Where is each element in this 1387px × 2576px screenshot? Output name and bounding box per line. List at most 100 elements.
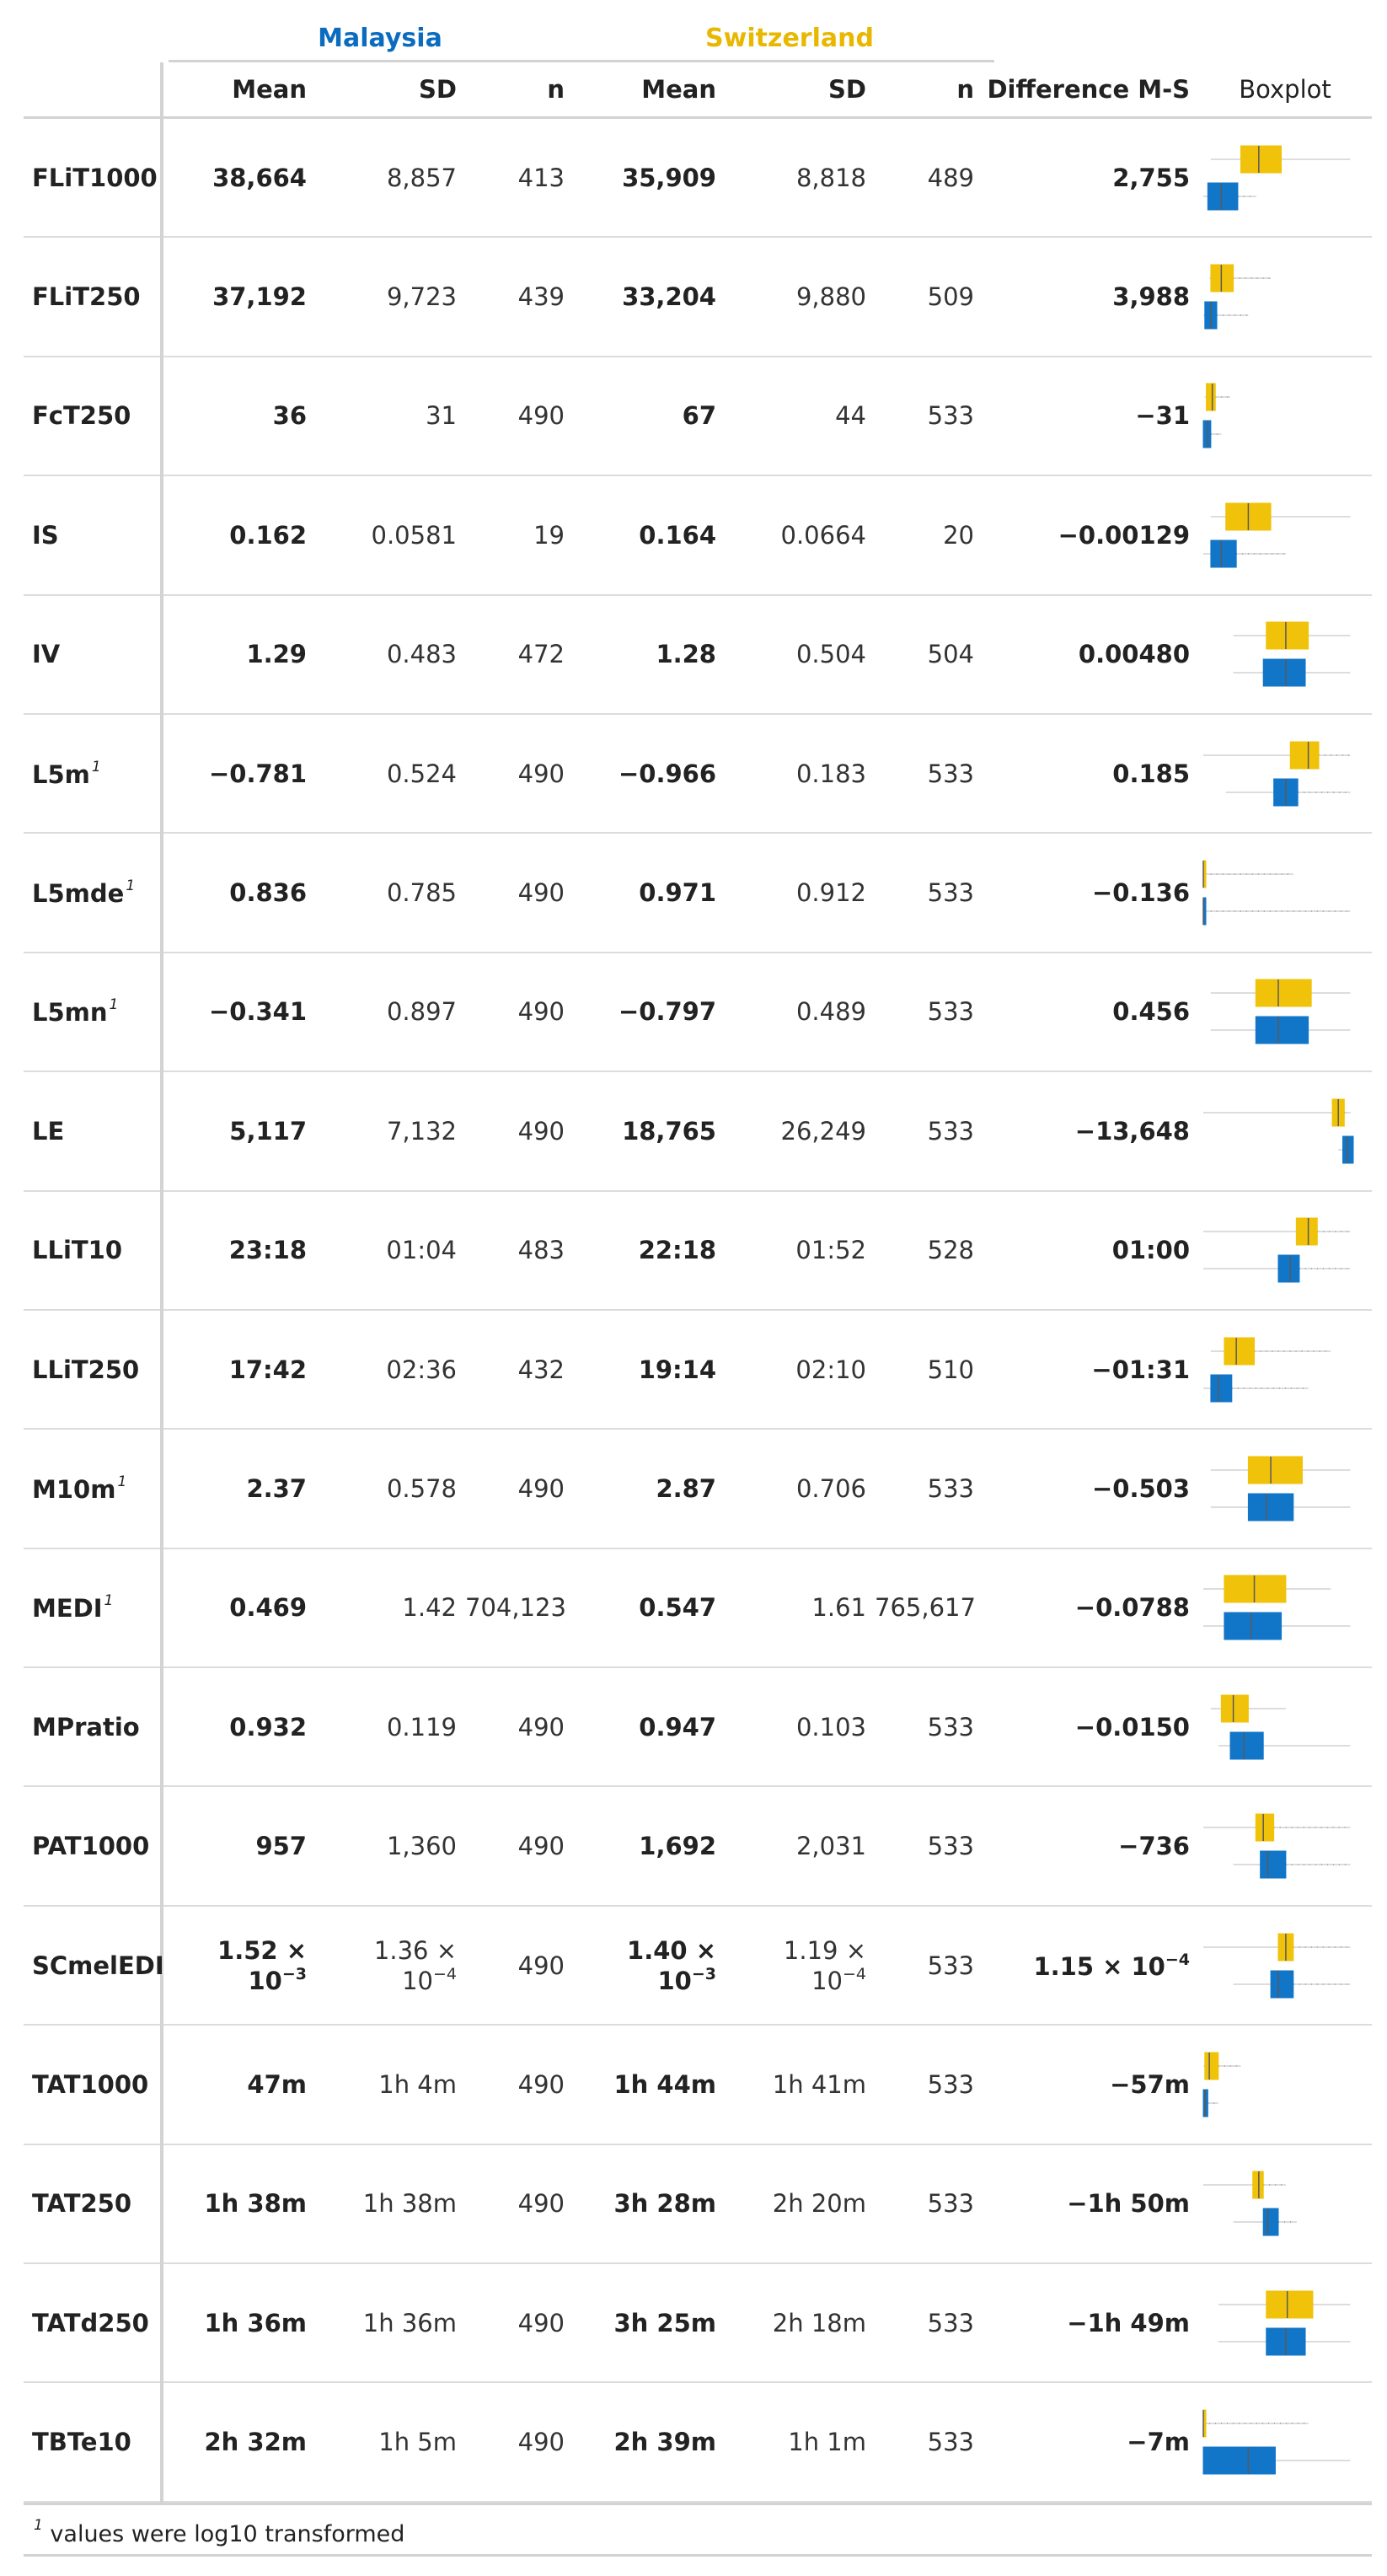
sci-base: 1.36 × 10 [373, 1935, 457, 1995]
box [1202, 2446, 1276, 2475]
cell-m-n: 19 [465, 475, 573, 596]
cell-s-mean: 0.164 [573, 475, 725, 596]
malaysia-box [1203, 182, 1256, 211]
cell-s-n: 504 [875, 594, 983, 715]
row-label: TAT250 [24, 2144, 163, 2265]
row-label: FcT250 [24, 356, 163, 477]
boxplot [1210, 1694, 1351, 1760]
row-label: SCmelEDI [24, 1905, 164, 2026]
cell-diff: −0.0150 [983, 1667, 1198, 1788]
row-label: IS [24, 475, 163, 596]
cell-s-sd: 0.489 [725, 952, 875, 1073]
row-label-text: LLiT250 [32, 1355, 140, 1384]
cell-m-n: 490 [465, 1786, 573, 1907]
sci-exponent: −4 [1165, 1950, 1190, 1969]
boxplot-cell [1198, 1786, 1372, 1907]
cell-m-sd: 01:04 [315, 1190, 465, 1311]
cell-diff: −736 [983, 1786, 1198, 1907]
cell-m-mean: 1.29 [162, 594, 315, 715]
table-row: FLiT1000 38,664 8,857 413 35,909 8,818 489 2,75… [24, 117, 1372, 239]
cell-s-n: 765,617 [875, 1548, 983, 1669]
row-label: PAT1000 [24, 1786, 163, 1907]
cell-m-n: 704,123 [465, 1548, 573, 1669]
boxplot [1203, 1575, 1351, 1640]
cell-diff: 0.456 [983, 952, 1198, 1073]
cell-m-n: 439 [465, 237, 573, 357]
malaysia-box [1203, 1254, 1351, 1283]
cell-s-sd: 1.61 [725, 1548, 875, 1669]
boxplot [1210, 979, 1351, 1044]
cell-s-sd: 0.0664 [725, 475, 875, 596]
box [1342, 1135, 1354, 1164]
cell-s-n: 533 [875, 2382, 983, 2503]
cell-s-n: 533 [875, 1905, 983, 2026]
box [1229, 1731, 1264, 1760]
col-header-stub [24, 62, 163, 119]
cell-m-mean: 0.836 [162, 833, 315, 953]
table-row: IS 0.162 0.0581 19 0.164 0.0664 20 −0.00129 [24, 475, 1372, 596]
row-label: L5mn 1 [24, 952, 163, 1073]
boxplot [1203, 1217, 1351, 1283]
cell-s-n: 533 [875, 2025, 983, 2145]
boxplot [1203, 1813, 1351, 1879]
cell-s-n: 20 [875, 475, 983, 596]
boxplot-cell [1198, 237, 1372, 357]
malaysia-box [1338, 1135, 1354, 1164]
col-header-boxplot: Boxplot [1198, 62, 1372, 119]
cell-s-sd: 0.183 [725, 713, 875, 835]
cell-m-sd: 02:36 [315, 1309, 465, 1430]
row-label: TATd250 [24, 2263, 163, 2384]
cell-s-sd: 8,818 [725, 117, 875, 239]
boxplot [1218, 2290, 1351, 2356]
sci-base: 1.15 × 10 [1033, 1951, 1165, 1981]
cell-m-mean: 0.162 [162, 475, 315, 596]
cell-s-sd: 2h 18m [725, 2263, 875, 2384]
box [1224, 1337, 1256, 1366]
cell-s-sd: 0.706 [725, 1429, 875, 1549]
row-label: TAT1000 [24, 2025, 163, 2145]
cell-m-mean: 1h 38m [162, 2144, 315, 2265]
col-header-m-mean: Mean [162, 62, 315, 119]
switzerland-box [1209, 264, 1272, 292]
cell-diff: 2,755 [983, 117, 1198, 239]
cell-m-sd: 1,360 [315, 1786, 465, 1907]
cell-m-n: 490 [465, 1071, 573, 1192]
switzerland-box [1203, 1933, 1351, 1962]
malaysia-box [1202, 2446, 1351, 2475]
cell-diff: −1h 50m [983, 2144, 1198, 2265]
malaysia-box [1233, 1970, 1351, 1999]
box [1252, 2171, 1264, 2199]
cell-s-sd: 1h 41m [725, 2025, 875, 2145]
cell-s-mean: 2.87 [573, 1429, 725, 1549]
malaysia-box [1210, 1493, 1351, 1521]
box [1202, 420, 1212, 448]
cell-s-mean: 19:14 [573, 1309, 725, 1430]
switzerland-box [1203, 1575, 1331, 1603]
cell-s-sd: 2h 20m [725, 2144, 875, 2265]
cell-m-mean: 1.52 × 10−3 [162, 1905, 315, 2026]
malaysia-box [1203, 1374, 1309, 1403]
boxplot [1202, 2409, 1351, 2475]
box [1224, 1575, 1287, 1603]
box [1210, 1374, 1233, 1403]
cell-m-mean: 0.469 [162, 1548, 315, 1669]
cell-m-n: 490 [465, 2382, 573, 2503]
boxplot [1233, 621, 1351, 687]
cell-m-n: 490 [465, 713, 573, 835]
box [1210, 539, 1237, 568]
spanner-switzerland: Switzerland [585, 19, 994, 62]
cell-m-mean: 2.37 [162, 1429, 315, 1549]
switzerland-box [1210, 979, 1351, 1007]
row-label-text: TBTe10 [32, 2428, 131, 2457]
sci-exponent: −4 [842, 1964, 866, 1983]
spanner-malaysia-label: Malaysia [318, 24, 442, 53]
boxplot [1203, 1933, 1351, 1999]
cell-m-n: 490 [465, 1905, 573, 2026]
malaysia-box [1203, 301, 1249, 330]
cell-diff: −0.00129 [983, 475, 1198, 596]
cell-s-n: 533 [875, 356, 983, 477]
boxplot [1203, 1098, 1354, 1164]
switzerland-box [1202, 2409, 1309, 2438]
footnote: 1 values were log10 transformed [24, 2502, 1372, 2554]
switzerland-box [1203, 1813, 1351, 1842]
